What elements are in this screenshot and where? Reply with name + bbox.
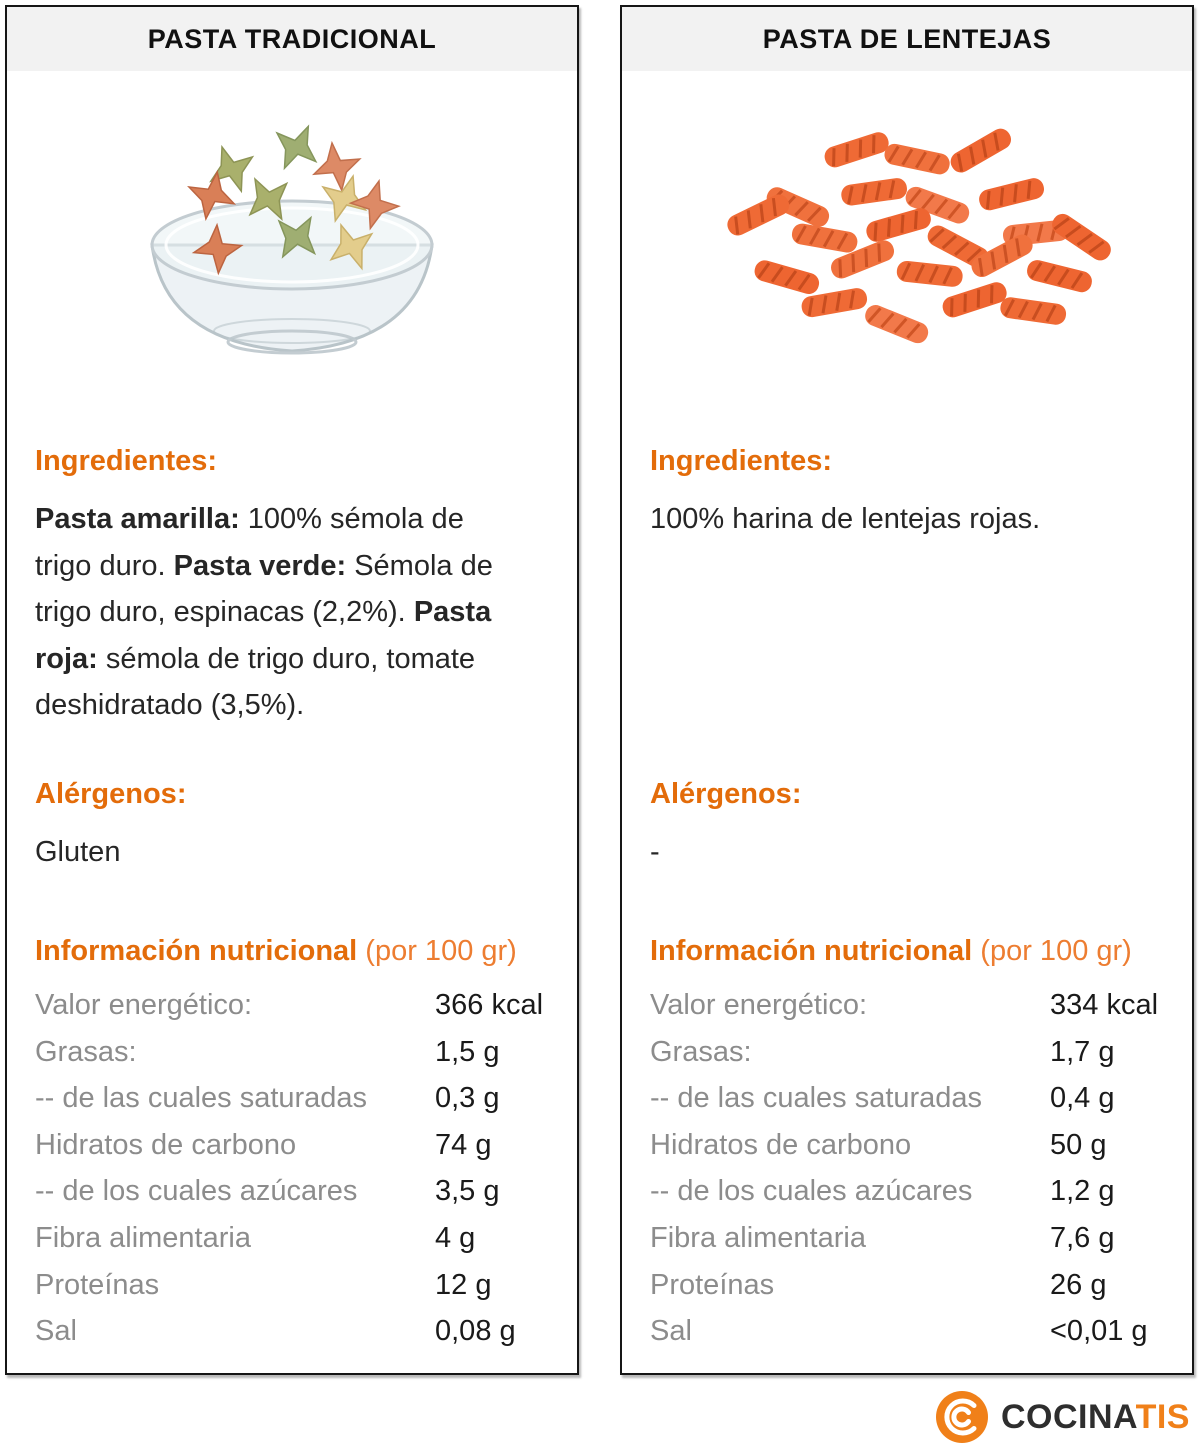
row-value: 4 g [435, 1221, 476, 1254]
allergens-value: - [650, 836, 660, 868]
card-header: PASTA TRADICIONAL [7, 7, 577, 71]
row-value: 366 kcal [435, 989, 544, 1021]
row-value: 0,08 g [435, 1315, 516, 1348]
nutrition-section: Información nutricional (por 100 gr) Val… [35, 935, 549, 1355]
ingredient-bold: Pasta amarilla: [35, 503, 240, 535]
nutrition-section: Información nutricional (por 100 gr) Val… [650, 935, 1164, 1355]
table-row: Grasas: 1,5 g [35, 1029, 549, 1076]
row-value: 74 g [435, 1128, 492, 1161]
row-label: Grasas: [650, 1035, 752, 1068]
cocinatis-logo-icon [936, 1391, 988, 1443]
row-value: 3,5 g [435, 1175, 500, 1208]
row-label: -- de los cuales azúcares [35, 1175, 358, 1208]
row-label: Hidratos de carbono [35, 1128, 297, 1161]
card-title: PASTA TRADICIONAL [147, 23, 437, 54]
brand-first: COCINA [1001, 1397, 1136, 1436]
allergens-section: Alérgenos: - [650, 778, 1164, 935]
nutrition-heading-main: Información nutricional [35, 935, 358, 967]
traditional-pasta-image [7, 71, 577, 419]
allergens-heading: Alérgenos: [650, 778, 802, 810]
ingredients-section: Ingredientes: 100% harina de lentejas ro… [650, 419, 1164, 778]
row-value: 0,3 g [435, 1082, 500, 1115]
table-row: Proteínas 12 g [35, 1262, 549, 1309]
row-label: Fibra alimentaria [650, 1221, 866, 1254]
table-row: -- de las cuales saturadas 0,3 g [35, 1075, 549, 1122]
row-label: Fibra alimentaria [35, 1221, 251, 1254]
row-value: <0,01 g [1050, 1315, 1148, 1348]
nutrition-heading-main: Información nutricional [650, 935, 973, 967]
row-value: 1,7 g [1050, 1035, 1115, 1068]
brand-wordmark: COCINATIS [1001, 1398, 1190, 1437]
table-row: Proteínas 26 g [650, 1262, 1164, 1309]
row-label: -- de los cuales azúcares [650, 1175, 973, 1208]
ingredients-heading: Ingredientes: [650, 445, 833, 477]
nutrition-heading: Información nutricional (por 100 gr) [35, 935, 549, 968]
ingredients-section: Ingredientes: Pasta amarilla: 100% sémol… [35, 419, 549, 778]
allergens-heading: Alérgenos: [35, 778, 187, 810]
comparison-cards: PASTA TRADICIONAL [5, 5, 1194, 1375]
row-label: Proteínas [650, 1268, 775, 1301]
card-header: PASTA DE LENTEJAS [622, 7, 1192, 71]
nutrition-heading-suffix: (por 100 gr) [357, 935, 517, 967]
row-label: -- de las cuales saturadas [35, 1082, 368, 1115]
row-label: Valor energético: [35, 989, 253, 1021]
row-value: 1,2 g [1050, 1175, 1115, 1208]
card-pasta-tradicional: PASTA TRADICIONAL [5, 5, 579, 1375]
nutrition-heading: Información nutricional (por 100 gr) [650, 935, 1164, 968]
ingredient-bold: Pasta verde: [173, 549, 347, 582]
table-row: -- de los cuales azúcares 3,5 g [35, 1168, 549, 1215]
row-value: 334 kcal [1050, 989, 1159, 1021]
card-content: Ingredientes: Pasta amarilla: 100% sémol… [7, 419, 577, 1355]
ingredients-heading: Ingredientes: [35, 445, 218, 477]
table-row: Valor energético: 366 kcal [35, 982, 549, 1029]
card-pasta-de-lentejas: PASTA DE LENTEJAS [620, 5, 1194, 1375]
row-value: 7,6 g [1050, 1221, 1115, 1254]
row-label: Hidratos de carbono [650, 1128, 912, 1161]
table-row: -- de las cuales saturadas 0,4 g [650, 1075, 1164, 1122]
nutrition-heading-suffix: (por 100 gr) [972, 935, 1132, 967]
table-row: Hidratos de carbono 74 g [35, 1122, 549, 1169]
nutrition-table: Valor energético: 366 kcal Grasas: 1,5 g -… [35, 982, 549, 1355]
table-row: -- de los cuales azúcares 1,2 g [650, 1168, 1164, 1215]
ingredient-plain: Sémola de trigo duro, espinacas (2,2%). [35, 549, 493, 629]
row-value: 1,5 g [435, 1035, 500, 1068]
row-label: Sal [35, 1315, 77, 1348]
card-title: PASTA DE LENTEJAS [762, 23, 1052, 54]
row-value: 50 g [1050, 1128, 1107, 1161]
row-label: -- de las cuales saturadas [650, 1082, 983, 1115]
lentil-pasta-image [622, 71, 1192, 419]
row-value: 26 g [1050, 1268, 1107, 1301]
footer: COCINATIS [0, 1391, 1200, 1443]
table-row: Sal 0,08 g [35, 1308, 549, 1355]
card-content: Ingredientes: 100% harina de lentejas ro… [622, 419, 1192, 1355]
row-label: Grasas: [35, 1035, 137, 1068]
table-row: Valor energético: 334 kcal [650, 982, 1164, 1029]
row-label: Valor energético: [650, 989, 868, 1021]
table-row: Fibra alimentaria 7,6 g [650, 1215, 1164, 1262]
row-value: 12 g [435, 1268, 492, 1301]
nutrition-table: Valor energético: 334 kcal Grasas: 1,7 g -… [650, 982, 1164, 1355]
row-label: Sal [650, 1315, 692, 1348]
table-row: Hidratos de carbono 50 g [650, 1122, 1164, 1169]
table-row: Fibra alimentaria 4 g [35, 1215, 549, 1262]
ingredient-plain: sémola de trigo duro, tomate deshidratad… [35, 642, 476, 722]
ingredient-plain: 100% sémola de trigo duro. [35, 503, 464, 582]
allergens-value: Gluten [35, 836, 121, 868]
allergens-section: Alérgenos: Gluten [35, 778, 549, 935]
table-row: Grasas: 1,7 g [650, 1029, 1164, 1076]
table-row: Sal <0,01 g [650, 1308, 1164, 1355]
ingredients-text: 100% harina de lentejas rojas. [650, 503, 1041, 535]
row-value: 0,4 g [1050, 1082, 1115, 1115]
brand-second: TIS [1135, 1397, 1190, 1436]
ingredients-text: Pasta amarilla: 100% sémola de trigo dur… [35, 496, 521, 729]
row-label: Proteínas [35, 1268, 160, 1301]
ingredient-bold: Pasta roja: [35, 596, 492, 675]
